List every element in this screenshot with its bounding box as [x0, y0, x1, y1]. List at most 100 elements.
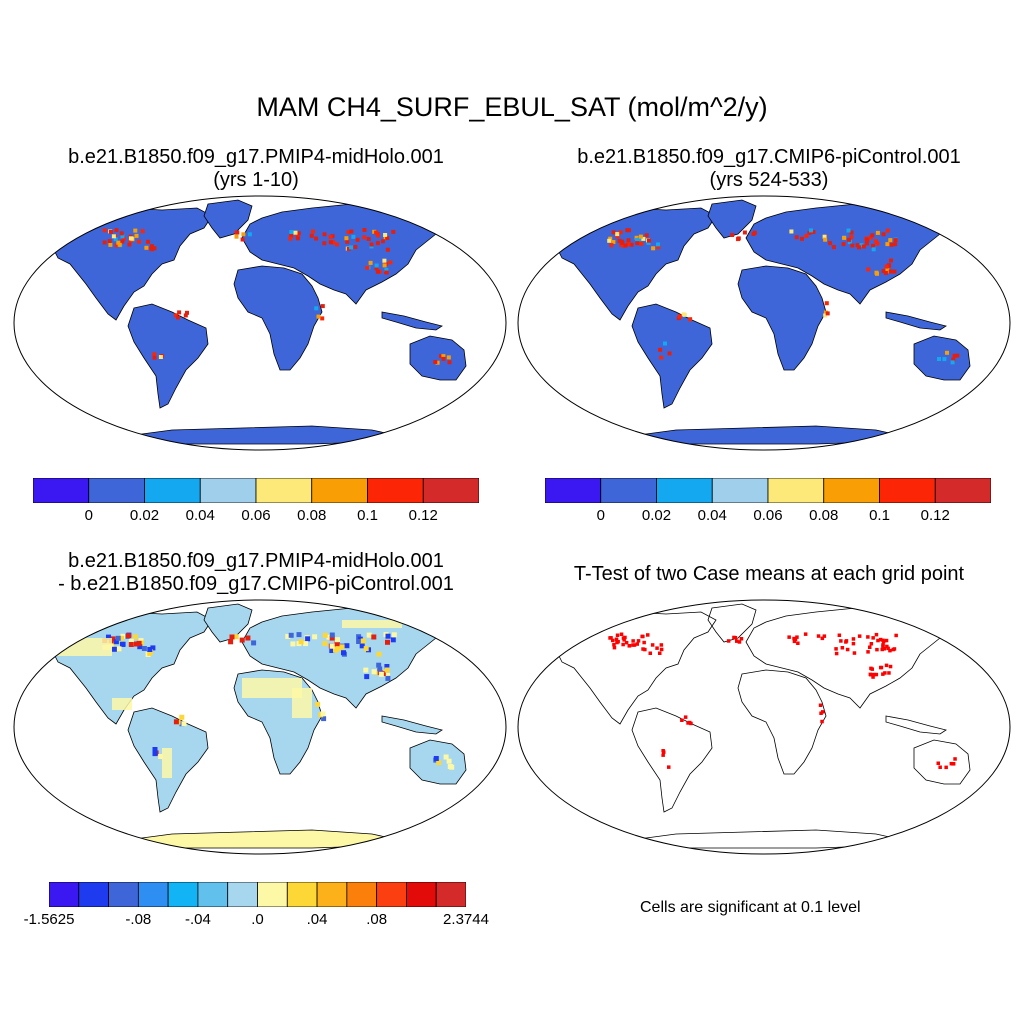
grid-cell	[363, 667, 369, 673]
grid-cell	[646, 633, 650, 637]
map-difference	[13, 599, 507, 855]
grid-cell	[374, 230, 379, 235]
grid-cell	[295, 236, 300, 241]
grid-cell	[885, 644, 889, 649]
grid-cell	[612, 645, 617, 650]
grid-cell	[868, 235, 873, 240]
grid-cell	[108, 242, 113, 247]
colorbar-box	[767, 478, 825, 503]
grid-cell	[329, 643, 335, 649]
grid-cell	[376, 233, 380, 238]
grid-cell	[820, 636, 825, 641]
grid-cell	[733, 636, 738, 640]
grid-cell	[881, 269, 886, 274]
colorbar-tick-label: 0.06	[753, 507, 783, 524]
colorbar-box	[435, 882, 466, 907]
grid-cell	[792, 639, 797, 644]
grid-cell	[311, 229, 315, 234]
grid-cell	[619, 632, 624, 636]
grid-cell	[796, 641, 800, 645]
colorbar-tick-label: 0.04	[697, 507, 727, 524]
grid-cell	[889, 242, 894, 247]
landmass-southAmerica	[127, 303, 209, 409]
grid-cell	[659, 643, 664, 647]
grid-cell	[113, 237, 118, 242]
colorbar-box	[545, 478, 602, 503]
landmass-antarctica	[615, 829, 913, 849]
colorbar-box	[406, 882, 437, 907]
grid-cell	[385, 672, 391, 678]
grid-cell	[229, 634, 235, 640]
grid-cell	[608, 236, 613, 241]
grid-cell	[366, 632, 372, 638]
grid-cell	[346, 230, 351, 235]
grid-cell	[641, 634, 645, 639]
grid-cell	[102, 240, 107, 245]
grid-cell	[888, 664, 893, 669]
grid-cell	[879, 665, 884, 670]
grid-cell	[891, 647, 895, 652]
grid-cell	[152, 246, 157, 251]
grid-cell	[376, 651, 382, 657]
colorbar-box	[316, 882, 348, 907]
colorbar-box	[88, 478, 145, 503]
grid-cell	[839, 639, 843, 643]
grid-cell	[874, 270, 879, 275]
grid-cell	[627, 644, 632, 648]
grid-cell	[314, 236, 319, 241]
grid-cell	[146, 239, 150, 244]
grid-cell	[295, 234, 300, 238]
grid-cell	[937, 357, 941, 361]
grid-cell	[385, 675, 391, 681]
grid-cell	[612, 643, 616, 647]
colorbar-tick-label: 0.12	[408, 507, 438, 524]
grid-cell	[290, 641, 296, 647]
grid-cell	[330, 234, 335, 239]
grid-cell	[834, 647, 838, 651]
grid-cell	[888, 238, 893, 243]
grid-cell	[874, 672, 879, 677]
grid-cell	[346, 246, 351, 251]
grid-cell	[378, 671, 384, 677]
grid-cell	[128, 642, 134, 647]
landmass-eurasia	[241, 605, 453, 709]
grid-cell	[390, 637, 396, 643]
grid-cell	[892, 269, 897, 274]
colorbar-tick-label: .04	[306, 911, 328, 928]
panel-title-top-left: b.e21.B1850.f09_g17.PMIP4-midHolo.001 (y…	[16, 146, 496, 192]
grid-cell	[611, 638, 615, 643]
grid-cell	[849, 230, 854, 235]
grid-cell	[322, 232, 327, 237]
grid-cell	[635, 238, 640, 243]
grid-cell	[837, 633, 842, 637]
grid-cell	[362, 235, 367, 240]
grid-cell	[655, 646, 659, 650]
colorbar-box	[422, 478, 479, 503]
grid-cell	[872, 672, 876, 677]
grid-cell	[111, 646, 117, 652]
grid-cell	[787, 635, 791, 639]
map-frame	[517, 195, 1011, 451]
grid-cell	[794, 235, 799, 240]
grid-cell	[173, 719, 179, 725]
colorbar-tick-label: 0.02	[641, 507, 672, 524]
colorbar-box	[167, 882, 199, 907]
grid-cell	[362, 228, 367, 232]
grid-cell	[737, 640, 742, 644]
landmass-antarctica	[615, 425, 913, 445]
grid-cell	[886, 646, 890, 651]
grid-cell	[152, 751, 158, 757]
grid-cell	[321, 716, 327, 722]
grid-cell	[825, 311, 830, 316]
grid-cell	[871, 247, 876, 252]
grid-cell	[359, 643, 365, 649]
landmass-antarctica	[111, 829, 409, 849]
grid-cell	[293, 230, 298, 235]
grid-cell	[661, 753, 665, 757]
map-midholo	[13, 195, 507, 451]
grid-cell	[866, 635, 870, 639]
grid-cell	[871, 636, 875, 640]
grid-cell	[641, 236, 646, 241]
grid-cell	[158, 355, 163, 359]
grid-cell	[296, 632, 302, 638]
